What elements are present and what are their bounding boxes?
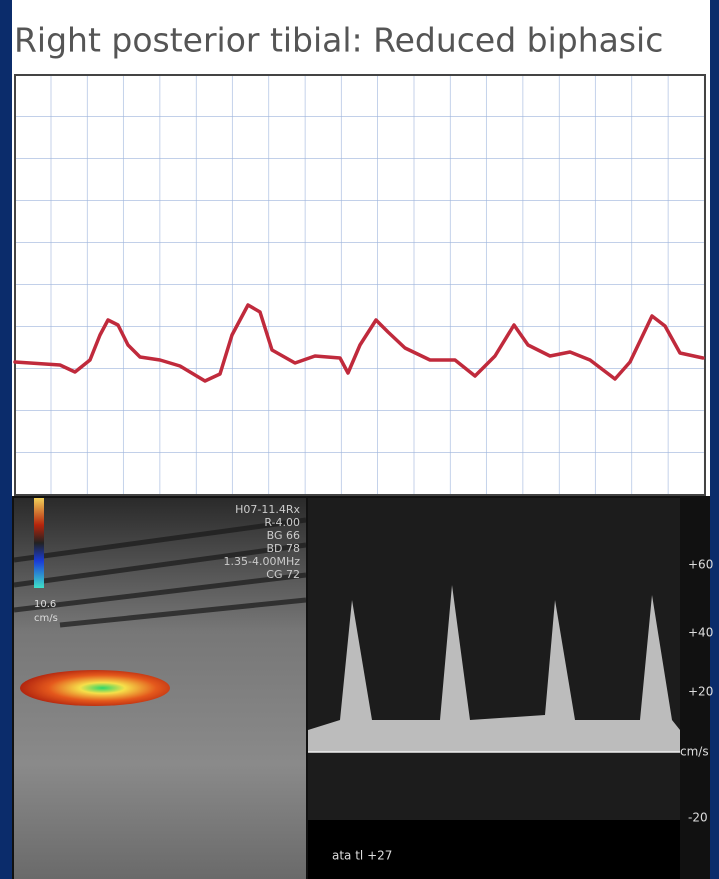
spectral-display: [308, 498, 680, 820]
velocity-label: cm/s: [680, 745, 709, 759]
slide: Right posterior tibial: Reduced biphasic…: [0, 0, 719, 879]
velocity-label: +60: [688, 558, 713, 572]
figure: Right posterior tibial: Reduced biphasic…: [0, 0, 719, 879]
velocity-label: +40: [688, 626, 713, 640]
setting-label: BG 66: [267, 529, 300, 542]
velocity-label: -20: [688, 811, 708, 825]
color-scale-label: cm/s: [34, 613, 58, 624]
footer: ata tl +27: [332, 849, 392, 863]
color-flow: [20, 670, 170, 706]
setting-label: CG 72: [266, 568, 300, 581]
setting-label: R-4.00: [264, 516, 300, 529]
title: Right posterior tibial: Reduced biphasic: [14, 21, 663, 60]
setting-label: BD 78: [266, 542, 300, 555]
color-scale-bar: [34, 498, 44, 588]
grid: [15, 75, 705, 495]
setting-label: H07-11.4Rx: [235, 503, 300, 516]
velocity-label: +20: [688, 685, 713, 699]
color-scale-label: 10.6: [34, 599, 56, 610]
setting-label: 1.35-4.00MHz: [224, 555, 301, 568]
